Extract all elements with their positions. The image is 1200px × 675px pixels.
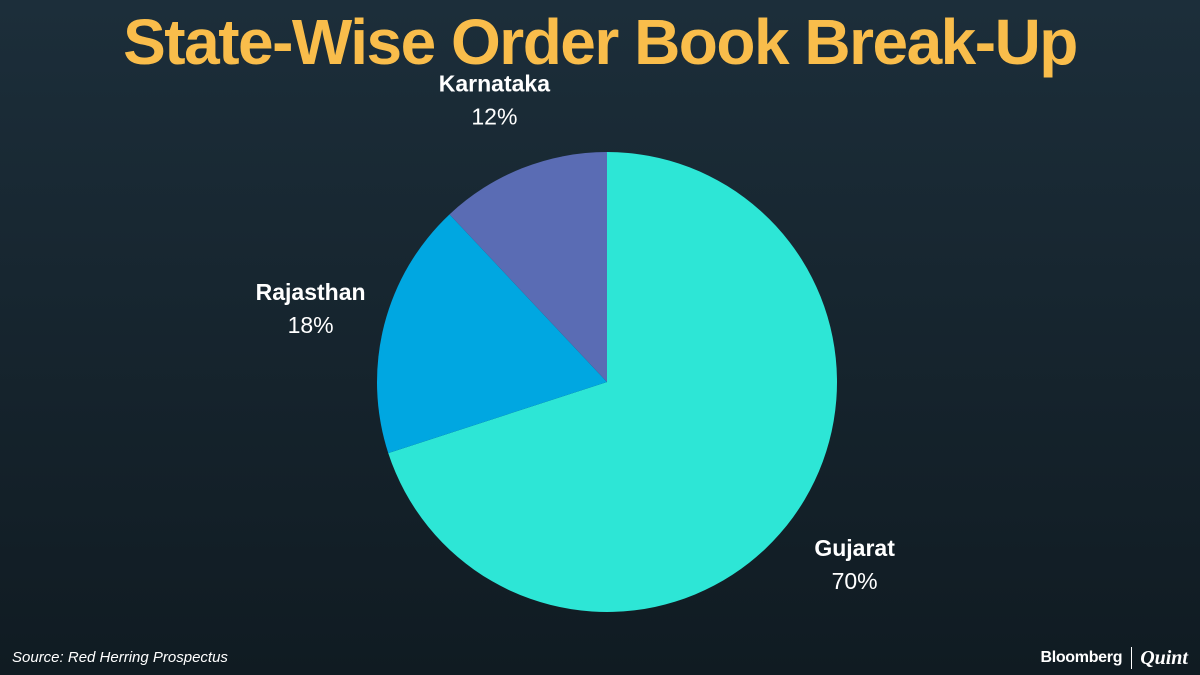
pie-slice-gujarat xyxy=(388,152,838,612)
logo-bloomberg-text: Bloomberg xyxy=(1040,649,1123,666)
pie-labels: Gujarat 70% Rajasthan 18% Karnataka 12% xyxy=(256,71,896,594)
logo-quint-text: Quint xyxy=(1140,646,1188,669)
logo-divider xyxy=(1131,647,1133,669)
pie-slice-rajasthan xyxy=(377,214,607,454)
slice-value-karnataka: 12% xyxy=(471,104,517,130)
slice-value-rajasthan: 18% xyxy=(288,312,334,338)
publisher-logo: Bloomberg Quint xyxy=(1040,644,1188,672)
source-note: Source: Red Herring Prospectus xyxy=(12,649,228,666)
slice-label-rajasthan: Rajasthan xyxy=(256,279,366,305)
chart-title: State-Wise Order Book Break-Up xyxy=(123,6,1078,78)
pie-slice-karnataka xyxy=(449,152,607,382)
slice-value-gujarat: 70% xyxy=(832,568,878,594)
slice-label-karnataka: Karnataka xyxy=(439,71,550,97)
slice-label-gujarat: Gujarat xyxy=(814,535,895,561)
pie-slices xyxy=(377,152,838,612)
